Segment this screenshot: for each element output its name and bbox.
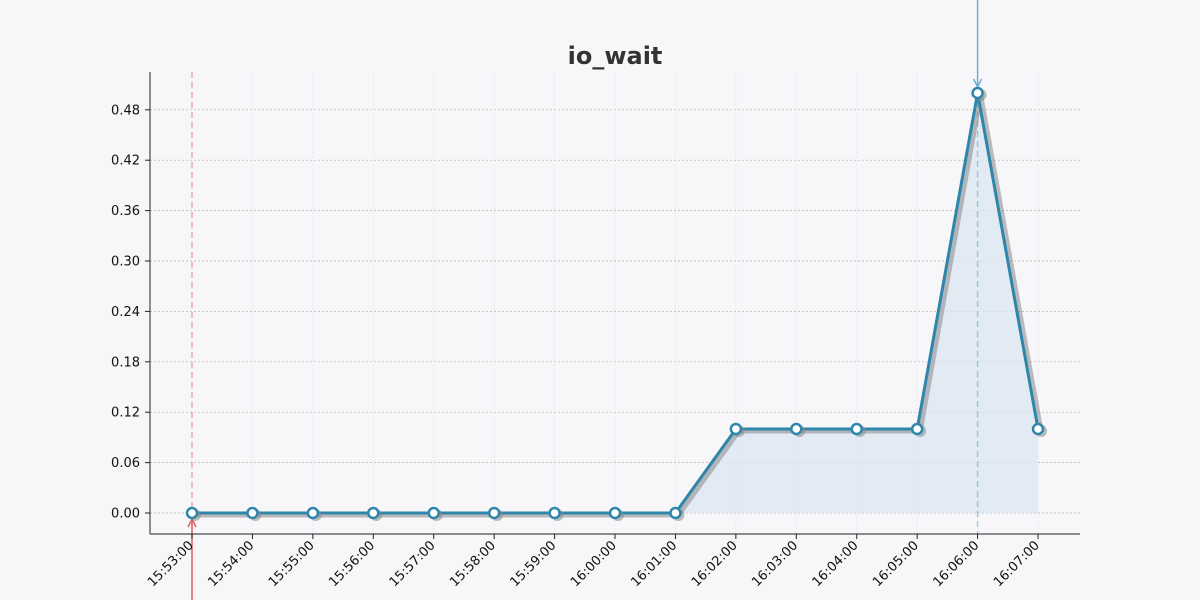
area-layer [192, 93, 1039, 513]
y-tick-label: 0.42 [111, 154, 140, 169]
data-point [185, 506, 199, 520]
axes [145, 72, 1080, 539]
data-point [790, 422, 803, 436]
x-tick-label: 16:02:00 [689, 538, 741, 590]
x-tick-label: 15:58:00 [447, 538, 499, 590]
x-tick-label: 15:57:00 [387, 538, 439, 590]
data-point [548, 506, 561, 520]
x-tick-label: 15:56:00 [326, 538, 378, 590]
data-point [427, 506, 440, 520]
data-point [1031, 422, 1045, 436]
y-tick-label: 0.00 [111, 507, 140, 522]
x-tick-label: 15:59:00 [508, 538, 560, 590]
x-tick-label: 16:05:00 [870, 538, 922, 590]
x-tick-label: 16:04:00 [810, 538, 862, 590]
y-tick-label: 0.12 [111, 406, 140, 421]
x-tick-label: 16:01:00 [628, 538, 680, 590]
data-point [971, 86, 984, 100]
data-point [487, 506, 501, 520]
x-tick-label: 15:54:00 [205, 538, 257, 590]
data-point [910, 422, 924, 436]
y-tick-label: 0.30 [111, 255, 140, 270]
y-tick-label: 0.18 [111, 355, 140, 370]
x-tick-label: 15:55:00 [266, 538, 318, 590]
x-tick-label: 16:03:00 [749, 538, 801, 590]
data-point [729, 422, 743, 436]
y-tick-labels: 0.00 0.06 0.12 0.18 0.24 0.30 0.36 0.42 0.48 [111, 103, 140, 521]
x-tick-label: 16:06:00 [931, 538, 983, 590]
x-tick-labels: 15:53:00 15:54:00 15:55:00 15:56:00 15:57:00… [145, 538, 1043, 590]
chart-title: io_wait [568, 42, 663, 70]
data-point [367, 506, 380, 520]
y-tick-label: 0.48 [111, 103, 140, 118]
y-tick-label: 0.06 [111, 456, 140, 471]
data-point [246, 506, 259, 520]
y-tick-label: 0.36 [111, 204, 140, 219]
data-point [306, 506, 320, 520]
x-tick-label: 16:00:00 [568, 538, 620, 590]
y-tick-label: 0.24 [111, 305, 140, 320]
data-points [185, 86, 1048, 521]
data-point [850, 422, 863, 436]
data-point [608, 506, 622, 520]
data-point [669, 506, 682, 520]
area-fill [192, 93, 1039, 513]
x-tick-label: 15:53:00 [145, 538, 197, 590]
x-tick-label: 16:07:00 [991, 538, 1043, 590]
